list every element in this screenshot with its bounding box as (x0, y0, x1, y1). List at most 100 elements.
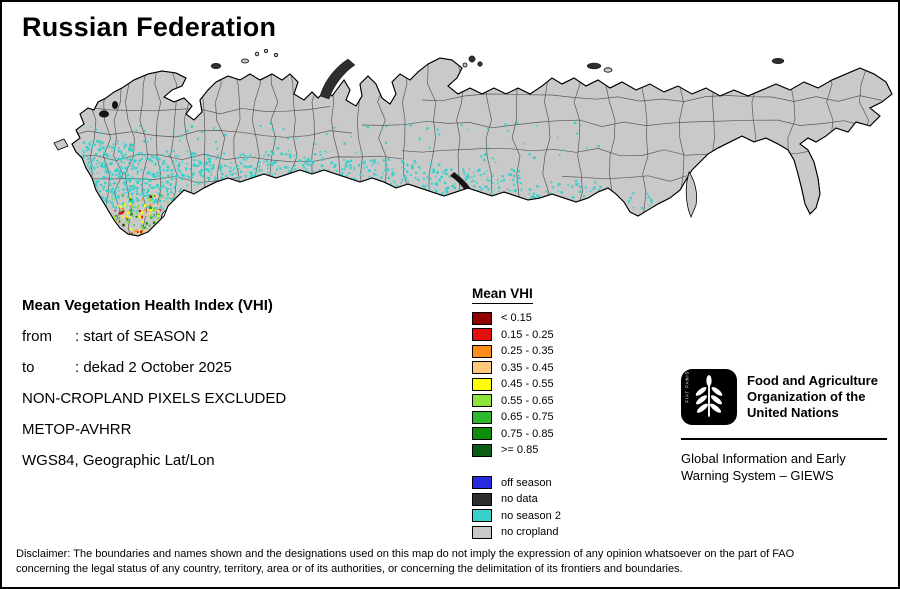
vhi-pixel (84, 205, 87, 208)
vhi-pixel (620, 210, 623, 213)
map-info: Mean Vegetation Health Index (VHI) from:… (22, 290, 286, 476)
vhi-pixel (513, 169, 516, 173)
vhi-pixel (279, 167, 282, 170)
vhi-pixel (100, 195, 102, 198)
vhi-pixel (388, 187, 391, 190)
vhi-pixel (198, 163, 201, 166)
vhi-pixel (554, 204, 557, 207)
vhi-pixel (115, 232, 118, 235)
vhi-pixel (648, 204, 651, 207)
legend-swatch (472, 361, 492, 375)
vhi-pixel (118, 190, 120, 192)
vhi-pixel (332, 127, 335, 129)
vhi-pixel (258, 165, 261, 168)
legend-label: < 0.15 (501, 312, 532, 325)
vhi-pixel (124, 184, 127, 187)
vhi-pixel (154, 164, 156, 166)
vhi-pixel (237, 185, 240, 188)
vhi-pixel (296, 175, 298, 178)
vhi-pixel (155, 186, 158, 188)
vhi-pixel (287, 137, 290, 140)
vhi-pixel (225, 174, 228, 178)
vhi-pixel (476, 170, 479, 172)
vhi-pixel (446, 186, 450, 189)
vhi-pixel (423, 121, 425, 123)
vhi-pixel (93, 197, 96, 200)
vhi-pixel (387, 158, 390, 161)
vhi-pixel (117, 158, 119, 160)
vhi-pixel (177, 155, 180, 157)
vhi-pixel (468, 168, 471, 170)
vhi-pixel (454, 183, 456, 185)
legend-row: 0.65 - 0.75 (472, 409, 561, 426)
vhi-pixel (96, 163, 98, 165)
vhi-pixel (341, 168, 343, 171)
vhi-pixel (180, 178, 182, 180)
vhi-pixel (267, 167, 269, 170)
vhi-pixel (321, 174, 324, 177)
vhi-pixel (324, 150, 327, 153)
vhi-pixel (201, 174, 204, 177)
vhi-pixel (566, 202, 569, 206)
detail-line: NON-CROPLAND PIXELS EXCLUDED (22, 383, 286, 414)
vhi-pixel (87, 183, 89, 185)
vhi-pixel (198, 181, 201, 184)
vhi-pixel (148, 198, 152, 201)
vhi-pixel (207, 157, 209, 160)
vhi-pixel (157, 172, 160, 175)
vhi-pixel (580, 125, 582, 127)
vhi-pixel (466, 176, 469, 179)
vhi-pixel (148, 211, 152, 214)
vhi-pixel (341, 172, 344, 175)
vhi-pixel (343, 142, 346, 145)
vhi-pixel (544, 204, 547, 206)
vhi-pixel (148, 195, 151, 198)
vhi-pixel (142, 179, 144, 182)
vhi-pixel (208, 176, 211, 179)
legend-row: 0.15 - 0.25 (472, 327, 561, 344)
vhi-pixel (93, 172, 95, 174)
vhi-pixel (176, 165, 179, 167)
vhi-pixel (158, 187, 161, 189)
vhi-pixel (343, 168, 346, 171)
vhi-pixel (302, 164, 304, 167)
vhi-pixel (334, 163, 337, 167)
vhi-pixel (312, 170, 315, 173)
vhi-pixel (88, 142, 90, 145)
vhi-pixel (177, 200, 180, 203)
vhi-pixel (142, 231, 146, 234)
vhi-pixel (102, 176, 106, 179)
vhi-pixel (83, 181, 85, 183)
vhi-pixel (565, 203, 568, 206)
vhi-pixel (551, 186, 554, 189)
vhi-pixel (186, 150, 189, 153)
vhi-pixel (357, 187, 360, 190)
vhi-pixel (347, 160, 350, 163)
vhi-pixel (140, 169, 143, 171)
vhi-pixel (584, 186, 587, 189)
vhi-pixel (237, 176, 240, 179)
vhi-pixel (114, 170, 117, 173)
vhi-pixel (126, 218, 129, 221)
vhi-pixel (176, 211, 179, 213)
vhi-pixel (289, 156, 292, 159)
vhi-pixel (169, 204, 172, 207)
vhi-pixel (86, 172, 89, 175)
vhi-pixel (171, 216, 173, 219)
vhi-pixel (314, 142, 317, 145)
vhi-pixel (293, 164, 296, 167)
vhi-pixel (224, 133, 227, 137)
vhi-pixel (413, 159, 416, 163)
vhi-pixel (509, 190, 512, 192)
vhi-pixel (208, 178, 210, 181)
vhi-pixel (172, 150, 175, 153)
vhi-pixel (437, 163, 441, 167)
vhi-pixel (129, 147, 132, 150)
vhi-pixel (134, 229, 138, 233)
vhi-pixel (94, 153, 98, 156)
vhi-pixel (147, 235, 150, 236)
vhi-pixel (528, 153, 531, 156)
vhi-pixel (154, 175, 157, 177)
vhi-pixel (129, 216, 132, 219)
vhi-pixel (367, 126, 370, 129)
